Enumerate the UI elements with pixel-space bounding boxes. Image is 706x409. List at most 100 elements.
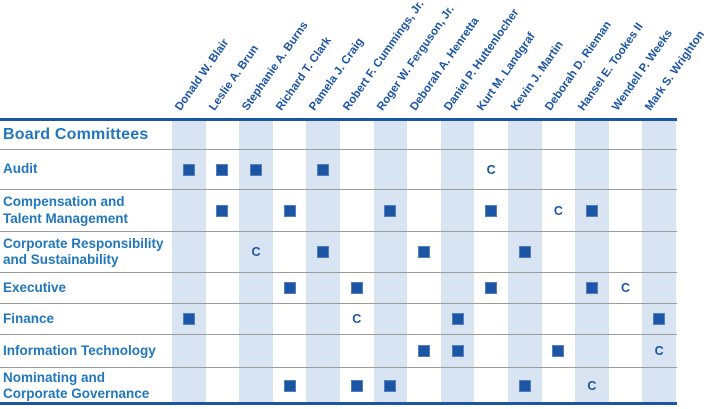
matrix-cell: [440, 190, 475, 231]
member-square-icon: [283, 282, 296, 294]
committee-name-label: Information Technology: [3, 342, 156, 358]
matrix-cell: [172, 121, 206, 149]
matrix-cell: [542, 150, 576, 189]
matrix-cell: C: [575, 368, 609, 405]
matrix-cell: [306, 368, 340, 405]
committee-name-label: Audit: [3, 161, 38, 177]
matrix-cell: [239, 304, 273, 334]
matrix-cell: C: [474, 150, 508, 189]
matrix-cell: [239, 335, 273, 367]
matrix-cell: [340, 190, 374, 231]
director-name: Mark S. Wrighton: [643, 28, 706, 113]
bottom-rule: [0, 402, 677, 405]
matrix-cell: [373, 304, 408, 334]
matrix-cell: [206, 121, 240, 149]
matrix-cell: [609, 150, 643, 189]
matrix-cell: [474, 368, 508, 404]
committee-name-label: Executive: [3, 279, 67, 295]
matrix-cell: [206, 273, 240, 303]
matrix-cell: [273, 121, 307, 149]
title-row: Board Committees: [0, 121, 677, 150]
matrix-cell: [407, 273, 441, 303]
member-square-icon: [182, 313, 195, 325]
matrix-cell: [273, 304, 307, 334]
matrix-cell: [642, 190, 676, 231]
matrix-cell: [239, 190, 273, 231]
matrix-cell: [575, 121, 609, 149]
director-name: Hansel E. Tookes II: [576, 20, 646, 114]
matrix-cell: [306, 121, 340, 149]
matrix-cell: [306, 304, 340, 334]
directors-header: Donald W. Blair Leslie A. Brun Stephanie A…: [0, 0, 706, 118]
member-square-icon: [216, 204, 229, 217]
member-square-icon: [182, 163, 195, 176]
matrix-cell: [642, 368, 676, 405]
matrix-cell: [239, 150, 273, 189]
top-rule: [0, 118, 677, 121]
matrix-cell: [642, 273, 676, 303]
member-square-icon: [451, 345, 464, 357]
matrix-cell: [340, 121, 374, 149]
matrix-cell: [306, 335, 340, 367]
director-name: Wendell P. Weeks: [609, 27, 675, 113]
member-square-icon: [249, 163, 262, 176]
matrix-cell: [507, 304, 542, 334]
committee-row: Information Technology C: [0, 335, 677, 368]
matrix-cell: [273, 335, 307, 367]
matrix-cell: [239, 368, 273, 405]
matrix-cell: [306, 190, 340, 231]
matrix-cell: [340, 335, 374, 367]
matrix-cell: [474, 190, 508, 231]
member-square-icon: [350, 380, 363, 393]
member-square-icon: [350, 282, 363, 294]
member-square-icon: [485, 282, 498, 294]
member-square-icon: [417, 345, 430, 357]
member-square-icon: [585, 204, 598, 217]
matrix-cell: [507, 368, 542, 405]
committee-name-label: Compensation and Talent Management: [3, 194, 129, 226]
committee-row: Audit C: [0, 150, 677, 190]
matrix-cell: [542, 273, 576, 303]
matrix-cell: [373, 190, 408, 231]
matrix-cell: [507, 150, 542, 189]
member-square-icon: [317, 246, 330, 258]
matrix-cell: [206, 304, 240, 334]
matrix-cell: C: [609, 273, 643, 303]
matrix-cell: [642, 232, 676, 272]
committees-table-body: Board Committees Audit C Compensation and T…: [0, 121, 677, 405]
matrix-cell: [507, 190, 542, 231]
chair-marker: C: [486, 162, 496, 177]
member-square-icon: [485, 204, 498, 217]
member-square-icon: [518, 246, 531, 258]
matrix-cell: [575, 304, 609, 334]
matrix-cell: [440, 273, 475, 303]
member-square-icon: [216, 163, 229, 176]
chair-marker: C: [654, 344, 664, 358]
matrix-cell: [340, 150, 374, 189]
matrix-cell: C: [340, 304, 374, 334]
matrix-cell: [239, 121, 273, 149]
committee-row: Corporate Responsibility and Sustainabil…: [0, 232, 677, 273]
matrix-cell: [172, 335, 206, 367]
matrix-cell: [373, 273, 408, 303]
matrix-cell: [507, 273, 542, 303]
chair-marker: C: [251, 245, 261, 259]
matrix-cell: [407, 335, 441, 367]
matrix-cell: [542, 304, 576, 334]
matrix-cell: [474, 304, 508, 334]
matrix-cell: [642, 304, 676, 334]
matrix-cell: [172, 232, 206, 272]
matrix-cell: [507, 232, 542, 272]
member-square-icon: [417, 246, 430, 258]
matrix-cell: [609, 121, 643, 149]
matrix-cell: [575, 190, 609, 231]
member-square-icon: [283, 204, 296, 217]
matrix-cell: [440, 304, 475, 334]
matrix-cell: [440, 121, 475, 149]
matrix-cell: [407, 150, 441, 189]
matrix-cell: [440, 150, 475, 189]
member-square-icon: [653, 313, 666, 325]
member-square-icon: [384, 380, 397, 393]
matrix-cell: [609, 335, 643, 367]
